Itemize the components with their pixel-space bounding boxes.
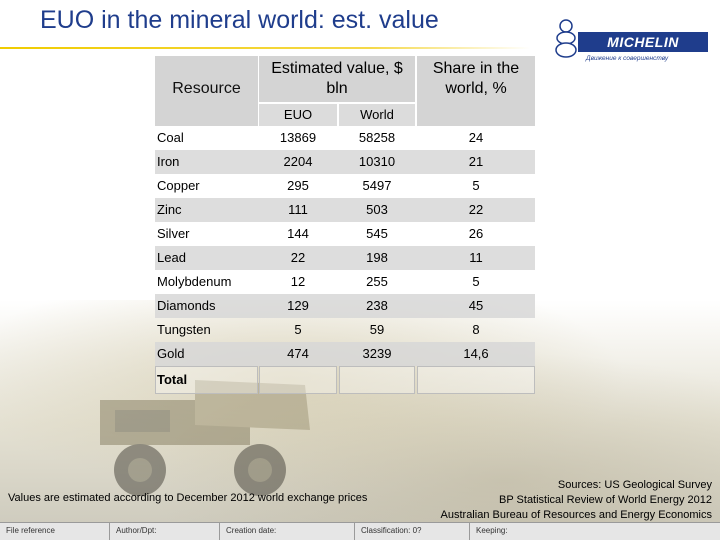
cell-resource: Tungsten xyxy=(157,322,211,337)
header-estimated-value: Estimated value, $ bln xyxy=(271,60,403,97)
cell-share: 14,6 xyxy=(463,346,489,361)
cell-share: 45 xyxy=(468,298,484,313)
footer-creation-date: Creation date: xyxy=(220,523,355,540)
cell-share: 5 xyxy=(472,274,480,289)
table-row: Coal 13869 58258 24 xyxy=(155,126,535,150)
cell-share: 21 xyxy=(468,154,484,169)
dump-truck-image xyxy=(100,380,310,496)
cell-resource: Gold xyxy=(157,346,185,361)
cell-euo: 22 xyxy=(290,250,306,265)
cell-euo: 5 xyxy=(294,322,302,337)
source-line: Australian Bureau of Resources and Energ… xyxy=(440,509,712,521)
cell-euo: 295 xyxy=(287,178,309,193)
table-row: Iron 2204 10310 21 xyxy=(155,150,535,174)
page-title: EUO in the mineral world: est. value xyxy=(40,6,439,34)
header-estimated-bg xyxy=(259,56,415,102)
cell-resource: Diamonds xyxy=(157,298,216,313)
header-resource: Resource xyxy=(172,80,241,97)
table-row: Gold 474 3239 14,6 xyxy=(155,342,535,366)
cell-resource: Coal xyxy=(157,130,184,145)
slide-footer: File reference Author/Dpt: Creation date… xyxy=(0,522,720,540)
cell-resource: Copper xyxy=(157,178,200,193)
cell-share: 5 xyxy=(472,178,480,193)
cell-share: 24 xyxy=(468,130,484,145)
header-euo: EUO xyxy=(259,104,337,126)
table-row: Tungsten 5 59 8 xyxy=(155,318,535,342)
table-row: Diamonds 129 238 45 xyxy=(155,294,535,318)
cell-share: 8 xyxy=(472,322,480,337)
cell-euo: 129 xyxy=(287,298,309,313)
cell-world: 10310 xyxy=(358,154,396,169)
cell-resource: Silver xyxy=(157,226,190,241)
cell-world: 3239 xyxy=(362,346,392,361)
cell-resource: Iron xyxy=(157,154,180,169)
valuation-note: Values are estimated according to Decemb… xyxy=(8,492,368,504)
footer-file-reference: File reference xyxy=(0,523,110,540)
cell-share: 22 xyxy=(468,202,484,217)
cell-euo: 474 xyxy=(287,346,309,361)
logo-brand: MICHELIN xyxy=(578,32,708,52)
header-resource-bg xyxy=(155,56,258,126)
sources-block: Sources: US Geological Survey BP Statist… xyxy=(441,478,712,523)
table-row-total: Total xyxy=(155,366,535,394)
total-cell-share xyxy=(417,366,535,394)
cell-euo: 2204 xyxy=(283,154,313,169)
cell-world: 503 xyxy=(366,202,388,217)
cell-world: 255 xyxy=(366,274,388,289)
cell-euo: 13869 xyxy=(279,130,317,145)
total-label: Total xyxy=(157,372,188,387)
cell-world: 59 xyxy=(369,322,385,337)
title-underline xyxy=(0,47,530,49)
footer-keeping: Keeping: xyxy=(476,526,508,535)
footer-classification: Classification: 0? xyxy=(355,523,470,540)
cell-share: 26 xyxy=(468,226,484,241)
cell-euo: 111 xyxy=(288,202,308,217)
cell-world: 545 xyxy=(366,226,388,241)
cell-world: 198 xyxy=(366,250,388,265)
cell-share: 11 xyxy=(469,250,483,265)
cell-resource: Zinc xyxy=(157,202,182,217)
cell-resource: Lead xyxy=(157,250,186,265)
total-cell-resource xyxy=(155,366,258,394)
logo-tagline: Движение к совершенству xyxy=(586,55,669,62)
table-body: Coal 13869 58258 24 Iron 2204 10310 21 C… xyxy=(155,126,535,394)
cell-resource: Molybdenum xyxy=(157,274,232,289)
total-cell-euo xyxy=(259,366,337,394)
bibendum-icon xyxy=(555,19,577,58)
header-world: World xyxy=(339,104,415,126)
source-line: Sources: US Geological Survey xyxy=(557,479,712,491)
header-share: Share in the world, % xyxy=(417,56,535,126)
table-row: Molybdenum 12 255 5 xyxy=(155,270,535,294)
table-row: Copper 295 5497 5 xyxy=(155,174,535,198)
total-cell-world xyxy=(339,366,415,394)
michelin-logo: MICHELIN Движение к совершенству xyxy=(552,18,714,66)
source-line: BP Statistical Review of World Energy 20… xyxy=(499,494,712,506)
table-row: Lead 22 198 11 xyxy=(155,246,535,270)
table-row: Silver 144 545 26 xyxy=(155,222,535,246)
table-row: Zinc 111 503 22 xyxy=(155,198,535,222)
cell-world: 58258 xyxy=(358,130,396,145)
cell-euo: 144 xyxy=(287,226,309,241)
footer-author: Author/Dpt: xyxy=(110,523,220,540)
cell-world: 238 xyxy=(366,298,388,313)
cell-euo: 12 xyxy=(290,274,306,289)
cell-world: 5497 xyxy=(362,178,392,193)
